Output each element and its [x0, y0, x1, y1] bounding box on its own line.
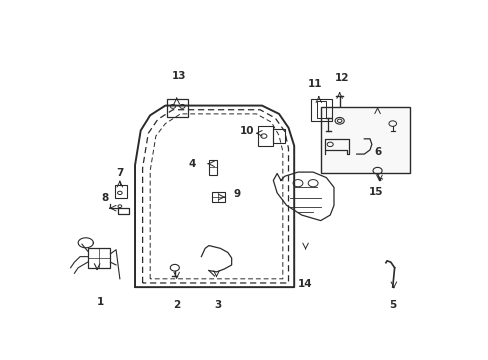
Bar	[211, 192, 225, 202]
Text: 5: 5	[388, 300, 396, 310]
Text: 3: 3	[214, 300, 222, 310]
Bar	[208, 159, 216, 175]
Text: 1: 1	[97, 297, 104, 307]
Bar	[311, 99, 331, 121]
Bar	[320, 107, 409, 174]
Text: 13: 13	[171, 71, 185, 81]
Bar	[87, 248, 110, 268]
Text: 4: 4	[188, 159, 195, 169]
Bar	[115, 185, 126, 198]
Bar	[167, 99, 188, 117]
Bar	[258, 126, 273, 146]
Text: 14: 14	[298, 279, 312, 289]
Text: 2: 2	[173, 300, 180, 310]
Text: 15: 15	[367, 187, 382, 197]
Text: 9: 9	[233, 189, 240, 199]
Text: 11: 11	[307, 79, 322, 89]
Bar	[316, 102, 326, 118]
Bar	[273, 129, 284, 143]
Text: 7: 7	[116, 168, 123, 177]
Text: 8: 8	[101, 193, 108, 203]
Text: 12: 12	[334, 73, 348, 84]
Text: 10: 10	[240, 126, 254, 135]
Text: 6: 6	[373, 147, 381, 157]
